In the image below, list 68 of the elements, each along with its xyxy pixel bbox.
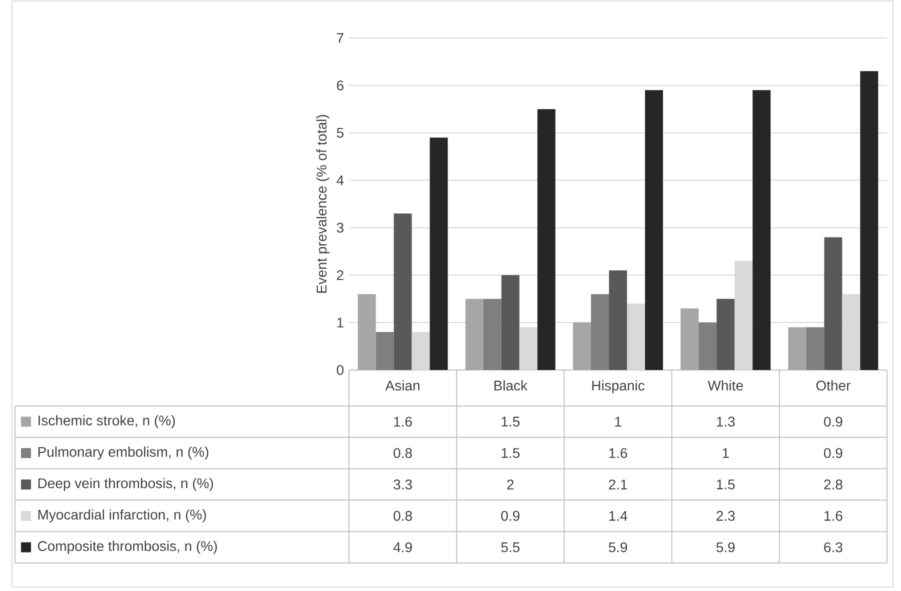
bar [465,298,484,370]
data-label: 0.8 [394,448,412,458]
bar [860,71,878,370]
data-label: 1.5 [502,448,520,458]
data-label: 5.9 [608,542,628,552]
bar [716,298,735,370]
data-label: 1.3 [716,416,735,427]
legend-label: Deep vein thrombosis, n (%) [38,478,213,492]
bar [501,275,520,370]
x-tick-label: Other [816,380,850,391]
bar [842,294,860,370]
bar [698,322,717,370]
bar [519,327,538,370]
data-label: 5.9 [716,542,735,552]
legend-label: Myocardial infarction, n (%) [38,509,206,522]
data-label: 3.3 [394,480,412,490]
data-label: 1.6 [394,416,412,427]
x-tick-label: Black [494,380,528,391]
x-tick-label: White [708,380,743,391]
x-tick-label: Asian [385,380,420,391]
x-tick-label: Hispanic [592,380,644,394]
bar [680,308,699,370]
y-tick-label: 4 [336,175,344,186]
data-label: 2.8 [824,480,842,490]
bar [376,332,394,370]
data-label: 0.9 [824,448,842,458]
y-tick-label: 3 [336,222,344,233]
data-label: 2.1 [608,480,628,490]
data-label: 2.3 [716,510,735,521]
bar [824,237,842,370]
y-tick-label: 2 [336,270,344,280]
data-label: 1 [615,416,622,426]
bar [537,109,556,370]
data-label: 1.6 [609,448,628,458]
bar [358,294,376,370]
y-axis-title: Event prevalence (% of total) [316,115,330,293]
data-label: 0.9 [501,510,520,521]
data-label: 4.9 [393,542,412,552]
data-label: 5.5 [501,542,520,552]
data-label: 1.6 [824,510,842,521]
data-label: 1.4 [609,511,628,521]
bar [394,213,412,370]
data-label: 0.9 [824,416,842,427]
data-label: 1.5 [716,480,735,490]
bar [788,327,806,370]
data-label: 6.3 [824,542,842,552]
data-label: 0.8 [394,510,412,521]
bar [591,294,609,370]
y-tick-label: 5 [336,128,344,138]
data-label: 1.5 [502,416,520,427]
y-tick-label: 7 [336,33,344,43]
bar [412,332,430,370]
y-tick-label: 0 [336,365,344,375]
bar [627,304,645,370]
bar [430,138,448,370]
data-label: 1 [722,448,729,458]
bar [806,327,824,370]
legend-label: Composite thrombosis, n (%) [38,540,217,554]
legend-label: Pulmonary embolism, n (%) [38,446,208,460]
bar [483,298,502,370]
y-tick-label: 1 [337,318,344,328]
legend-label: Ischemic stroke, n (%) [38,415,175,428]
bar [573,322,591,370]
bar [752,90,771,370]
data-label: 2 [507,480,514,490]
bar [609,270,627,370]
bar [644,90,663,370]
y-tick-label: 6 [336,80,344,90]
